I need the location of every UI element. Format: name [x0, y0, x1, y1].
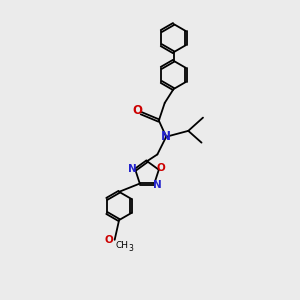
Text: 3: 3 — [128, 244, 133, 253]
Text: O: O — [156, 163, 165, 173]
Text: O: O — [104, 235, 113, 245]
Text: N: N — [161, 130, 171, 143]
Text: CH: CH — [116, 241, 128, 250]
Text: O: O — [133, 104, 142, 117]
Text: N: N — [153, 180, 162, 190]
Text: N: N — [128, 164, 137, 174]
